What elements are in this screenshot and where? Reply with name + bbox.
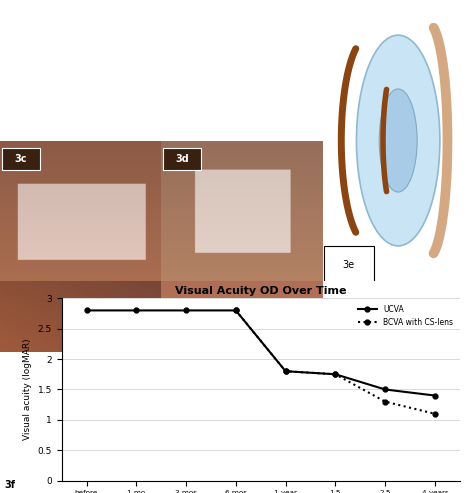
Ellipse shape <box>379 89 417 192</box>
BCVA with CS-lens <box>233 308 238 314</box>
Text: 3d: 3d <box>175 154 189 164</box>
Legend: UCVA, BCVA with CS-lens: UCVA, BCVA with CS-lens <box>355 302 456 330</box>
UCVA <box>183 308 189 314</box>
UCVA <box>233 308 238 314</box>
FancyBboxPatch shape <box>1 147 40 170</box>
Line: UCVA: UCVA <box>84 308 438 398</box>
UCVA <box>432 392 438 398</box>
Text: 3f: 3f <box>5 480 16 490</box>
FancyBboxPatch shape <box>163 219 201 242</box>
Text: 3c: 3c <box>15 154 27 164</box>
UCVA <box>83 308 89 314</box>
FancyBboxPatch shape <box>163 147 201 170</box>
BCVA with CS-lens <box>382 399 388 405</box>
UCVA <box>283 368 288 374</box>
Title: Visual Acuity OD Over Time: Visual Acuity OD Over Time <box>175 286 346 296</box>
UCVA <box>133 308 139 314</box>
Text: 3e: 3e <box>343 260 355 270</box>
Ellipse shape <box>356 35 440 246</box>
UCVA <box>332 371 338 377</box>
Text: 3a: 3a <box>14 225 27 235</box>
Line: BCVA with CS-lens: BCVA with CS-lens <box>233 308 438 416</box>
Text: 3b: 3b <box>175 225 189 235</box>
Y-axis label: Visual acuity (logMAR): Visual acuity (logMAR) <box>23 339 32 440</box>
BCVA with CS-lens <box>332 371 338 377</box>
BCVA with CS-lens <box>283 368 288 374</box>
BCVA with CS-lens <box>432 411 438 417</box>
UCVA <box>382 387 388 392</box>
FancyBboxPatch shape <box>1 219 40 242</box>
FancyBboxPatch shape <box>324 246 374 283</box>
